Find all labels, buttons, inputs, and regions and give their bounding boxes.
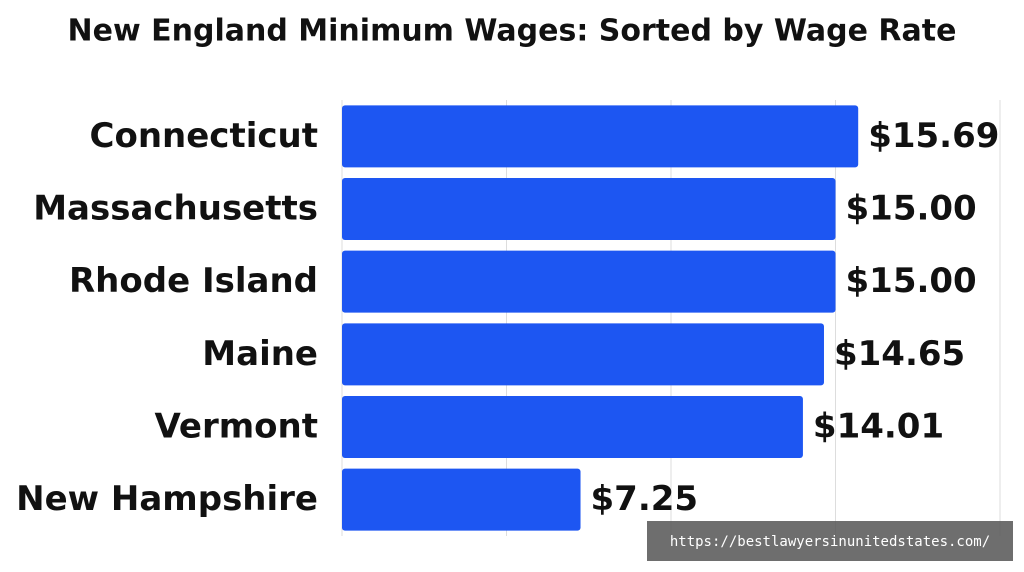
bar <box>342 178 836 240</box>
watermark-box <box>647 521 1013 561</box>
chart-title: New England Minimum Wages: Sorted by Wag… <box>68 14 957 49</box>
bar <box>342 323 824 386</box>
y-tick-label: Massachusetts <box>33 189 318 229</box>
value-label: $15.00 <box>846 189 977 229</box>
value-label: $15.00 <box>846 261 977 301</box>
value-label: $7.25 <box>591 479 699 519</box>
bar <box>342 105 859 168</box>
watermark: https://bestlawyersinunitedstates.com/ <box>670 534 990 550</box>
bar <box>342 468 581 531</box>
y-tick-label: Maine <box>202 334 318 374</box>
y-tick-label: New Hampshire <box>16 479 318 519</box>
bar <box>342 250 836 313</box>
y-tick-label: Rhode Island <box>69 261 318 301</box>
y-tick-label: Vermont <box>154 407 318 447</box>
y-tick-label: Connecticut <box>90 116 318 156</box>
value-label: $14.01 <box>813 407 944 447</box>
value-label: $14.65 <box>834 334 965 374</box>
value-label: $15.69 <box>868 116 999 156</box>
bar <box>342 396 803 458</box>
